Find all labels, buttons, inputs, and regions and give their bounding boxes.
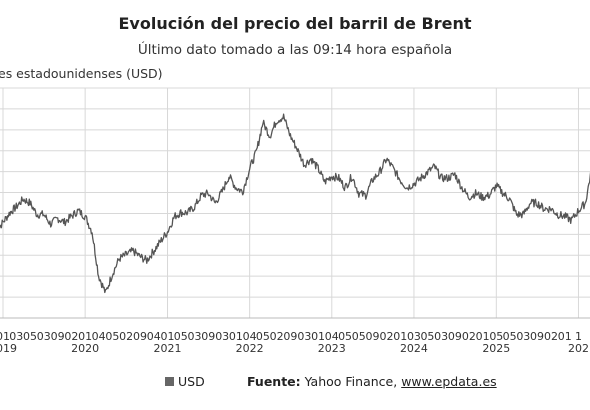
- x-year-label: 2024: [400, 342, 428, 355]
- x-tick-label: 05: [420, 330, 434, 343]
- legend-swatch-icon: [165, 377, 174, 386]
- x-tick-label: 03: [188, 330, 202, 343]
- x-tick-label: 03: [215, 330, 229, 343]
- x-tick-label: 01: [229, 330, 243, 343]
- x-tick-label: 04: [243, 330, 257, 343]
- x-year-label: 2023: [318, 342, 346, 355]
- x-tick-label: 01: [393, 330, 407, 343]
- x-tick-label: 03: [407, 330, 421, 343]
- x-tick-label: 09: [201, 330, 215, 343]
- x-tick-label: 04: [147, 330, 161, 343]
- x-tick-label: 02: [270, 330, 284, 343]
- x-tick-label: 09: [530, 330, 544, 343]
- x-year-label: 202: [568, 342, 589, 355]
- legend-label-usd: USD: [178, 374, 205, 389]
- x-tick-label: 01: [558, 330, 572, 343]
- x-tick-label: 04: [325, 330, 339, 343]
- x-tick-label: 09: [133, 330, 147, 343]
- x-year-label: 2020: [71, 342, 99, 355]
- x-year-label: 2022: [236, 342, 264, 355]
- x-tick-label: 03: [516, 330, 530, 343]
- source-text: Yahoo Finance,: [304, 374, 398, 389]
- x-tick-label: 01: [311, 330, 325, 343]
- x-year-label: 2021: [154, 342, 182, 355]
- chart-subtitle: Último dato tomado a las 09:14 hora espa…: [137, 42, 453, 58]
- x-tick-label: 05: [338, 330, 352, 343]
- x-tick-label: 01: [0, 330, 10, 343]
- x-tick-label: 05: [23, 330, 37, 343]
- x-year-label: 2025: [482, 342, 510, 355]
- series-usd: [0, 113, 590, 294]
- x-tick-label: 02: [544, 330, 558, 343]
- x-tick-label: 02: [64, 330, 78, 343]
- x-axis-ticks: 0103050309020104050209040105030903010405…: [0, 330, 589, 355]
- x-year-label: 2019: [0, 342, 17, 355]
- x-tick-label: 02: [119, 330, 133, 343]
- x-tick-label: 09: [51, 330, 65, 343]
- x-tick-label: 05: [105, 330, 119, 343]
- x-tick-label: 05: [352, 330, 366, 343]
- x-tick-label: 02: [462, 330, 476, 343]
- x-tick-label: 03: [434, 330, 448, 343]
- x-tick-label: 01: [161, 330, 175, 343]
- x-tick-label: 03: [37, 330, 51, 343]
- x-tick-label: 03: [9, 330, 23, 343]
- y-axis-label: es estadounidenses (USD): [0, 66, 163, 81]
- x-tick-label: 02: [379, 330, 393, 343]
- x-tick-label: 05: [503, 330, 517, 343]
- x-tick-label: 04: [92, 330, 106, 343]
- x-tick-label: 09: [448, 330, 462, 343]
- chart-grid: [0, 87, 590, 319]
- source-credit: Fuente: Yahoo Finance, www.epdata.es: [247, 374, 497, 389]
- chart-title: Evolución del precio del barril de Brent: [118, 14, 472, 33]
- series-line-usd: [0, 113, 590, 294]
- x-tick-label: 01: [78, 330, 92, 343]
- x-tick-label: 09: [283, 330, 297, 343]
- x-tick-label: 05: [174, 330, 188, 343]
- x-tick-label: 09: [366, 330, 380, 343]
- source-label: Fuente:: [247, 374, 301, 389]
- x-tick-label: 1: [575, 330, 582, 343]
- source-link[interactable]: www.epdata.es: [401, 374, 497, 389]
- x-tick-label: 05: [256, 330, 270, 343]
- x-tick-label: 03: [297, 330, 311, 343]
- x-tick-label: 05: [489, 330, 503, 343]
- x-tick-label: 01: [476, 330, 490, 343]
- legend[interactable]: USD: [165, 374, 205, 389]
